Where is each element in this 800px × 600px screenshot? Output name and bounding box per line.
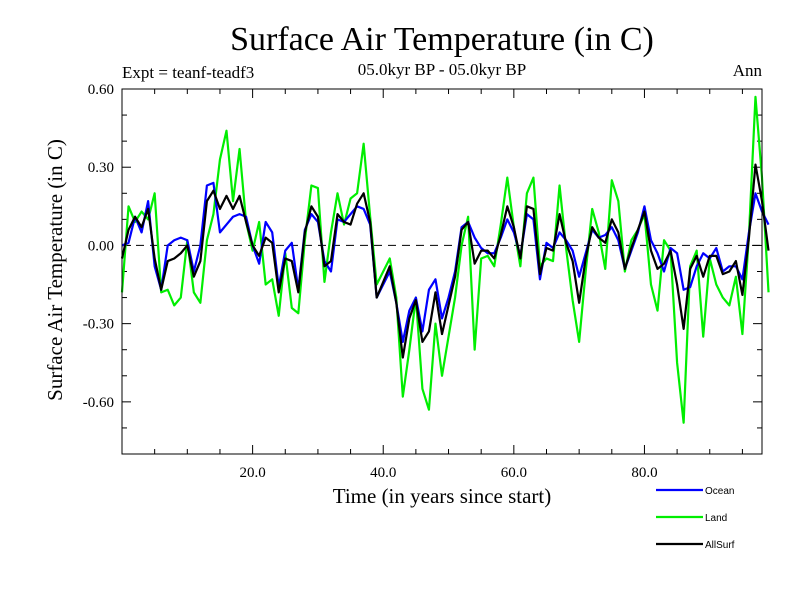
x-tick-label: 80.0 [631, 465, 657, 481]
legend: Ocean Land AllSurf [656, 486, 735, 551]
tick-labels: 20.0 40.0 60.0 80.0 0.60 0.30 0.00 -0.30 -0.60 [83, 82, 658, 481]
season-label: Ann [733, 61, 763, 80]
legend-label-ocean: Ocean [705, 486, 734, 497]
x-tick-label: 20.0 [239, 465, 265, 481]
y-tick-label: -0.30 [83, 317, 114, 333]
x-axis-label: Time (in years since start) [333, 484, 552, 508]
y-tick-label: 0.30 [88, 160, 114, 176]
y-tick-label: 0.60 [88, 82, 114, 98]
experiment-label: Expt = teanf-teadf3 [122, 63, 254, 82]
chart-title: Surface Air Temperature (in C) [230, 21, 654, 58]
period-label: 05.0kyr BP - 05.0kyr BP [358, 60, 526, 79]
x-tick-label: 40.0 [370, 465, 396, 481]
y-axis-label: Surface Air Temperature (in C) [43, 139, 67, 401]
plot-frame [121, 88, 763, 455]
x-tick-label: 60.0 [501, 465, 527, 481]
series-lines [120, 95, 770, 424]
series-line-land [120, 95, 770, 424]
legend-label-land: Land [705, 513, 727, 524]
legend-label-allsurf: AllSurf [705, 540, 735, 551]
y-tick-label: -0.60 [83, 395, 114, 411]
y-tick-label: 0.00 [88, 238, 114, 254]
series-line-ocean [121, 181, 770, 343]
series-line-allsurf [120, 163, 770, 359]
